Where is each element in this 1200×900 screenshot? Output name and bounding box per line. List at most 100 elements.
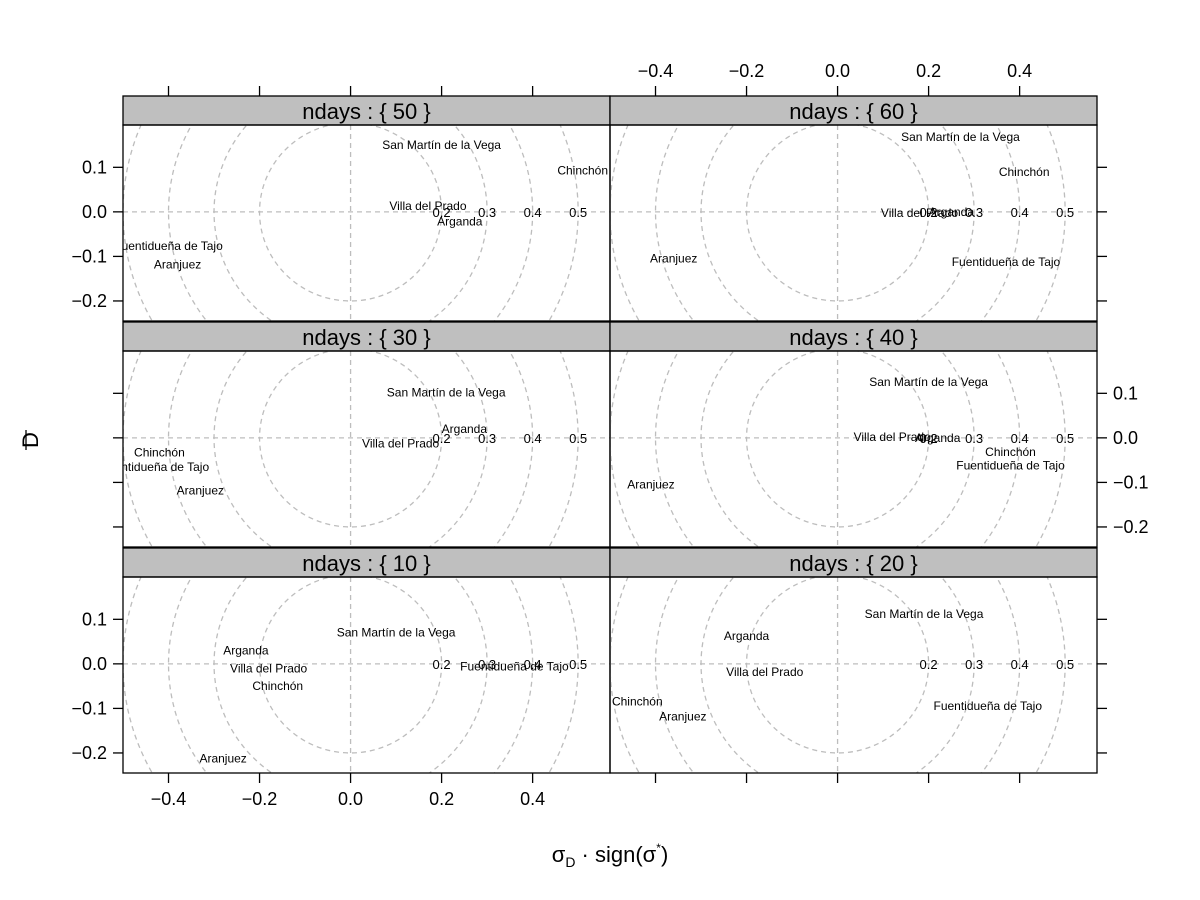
x-axis-title: σD · sign(σ*) — [552, 841, 669, 870]
y-axis-left-row-1: 0.1 0.0 −0.1 −0.2 — [71, 157, 123, 311]
strip-label: ndays : { 40 } — [789, 325, 917, 350]
point-label-san-mart-n-de-la-vega: San Martín de la Vega — [337, 626, 456, 640]
circle-label: 0.3 — [478, 431, 496, 446]
panel-4: 0.2 0.3 0.4 0.5 San Martín de la Vega Arganda… — [122, 547, 611, 774]
reference-circle-0.3 — [213, 125, 488, 321]
x-tick-label: −0.4 — [151, 789, 187, 809]
reference-circle-0.3 — [213, 351, 488, 547]
x-tick-label: 0.4 — [520, 789, 545, 809]
point-label-aranjuez: Aranjuez — [650, 252, 697, 266]
circle-label: 0.5 — [1056, 657, 1074, 672]
panels-layer: 0.2 0.3 0.4 0.5 San Martín de la Vega Chinchó… — [101, 95, 1098, 774]
plot-area: 0.2 0.3 0.4 0.5 San Martín de la Vega Arganda… — [610, 577, 1097, 773]
x-axis-bottom-right — [654, 773, 1021, 783]
point-label-aranjuez: Aranjuez — [199, 752, 246, 766]
plot-area: 0.2 0.3 0.4 0.5 San Martín de la Vega Arganda… — [101, 351, 610, 547]
circle-label: 0.5 — [1056, 205, 1074, 220]
y-tick-label: −0.2 — [71, 291, 107, 311]
y-axis-left-row-2 — [113, 392, 123, 528]
panel-border — [609, 576, 1098, 774]
axes-layer: −0.4 −0.2 0.0 0.2 0.4 −0.4 −0.2 0.0 0.2 0.4 0.1 0.0… — [71, 61, 1148, 809]
point-label-arganda: Arganda — [223, 644, 269, 658]
panel-border — [122, 576, 611, 774]
point-label-villa-del-prado: Villa del Prado — [854, 430, 931, 444]
reference-circle-0.2 — [745, 577, 930, 754]
plot-area: 0.2 0.3 0.4 0.5 San Martín de la Vega Villa d… — [610, 351, 1097, 547]
circle-label: 0.3 — [478, 657, 496, 672]
y-axis-right-row-2: 0.1 0.0 −0.1 −0.2 — [1097, 383, 1149, 537]
reference-circle-0.4 — [167, 351, 534, 547]
point-label-fuentidue-a-de-tajo: Fuentidueña de Tajo — [101, 460, 210, 474]
reference-circle-0.3 — [213, 577, 488, 773]
circle-label: 0.4 — [1011, 657, 1029, 672]
point-label-san-mart-n-de-la-vega: San Martín de la Vega — [869, 375, 988, 389]
x-tick-label: 0.4 — [1007, 61, 1032, 81]
point-label-chinch-n: Chinchón — [999, 165, 1050, 179]
circle-label: 0.4 — [1011, 431, 1029, 446]
strip-background — [609, 321, 1098, 352]
point-label-aranjuez: Aranjuez — [659, 709, 706, 723]
plot-area: 0.2 0.3 0.4 0.5 San Martín de la Vega Chinchó… — [610, 125, 1097, 321]
circle-label: 0.2 — [433, 431, 451, 446]
panel-5: 0.2 0.3 0.4 0.5 San Martín de la Vega Arganda… — [609, 547, 1098, 774]
y-tick-label: 0.0 — [82, 202, 107, 222]
y-tick-label: −0.1 — [71, 698, 107, 718]
reference-circle-0.2 — [745, 351, 930, 528]
point-label-san-mart-n-de-la-vega: San Martín de la Vega — [865, 607, 984, 621]
reference-circle-0.2 — [258, 351, 443, 528]
circle-label: 0.5 — [569, 431, 587, 446]
strip-label: ndays : { 20 } — [789, 551, 917, 576]
reference-circle-0.3 — [700, 577, 975, 773]
point-label-arganda: Arganda — [437, 215, 483, 229]
point-label-villa-del-prado: Villa del Prado — [230, 661, 307, 675]
y-tick-label: 0.1 — [1113, 383, 1138, 403]
panel-1: 0.2 0.3 0.4 0.5 San Martín de la Vega Chinchó… — [609, 95, 1098, 322]
point-label-villa-del-prado: Villa del Prado — [881, 206, 958, 220]
x-tick-label: −0.2 — [729, 61, 765, 81]
circle-label: 0.2 — [920, 431, 938, 446]
point-label-aranjuez: Aranjuez — [177, 483, 224, 497]
point-label-arganda: Arganda — [915, 431, 961, 445]
circle-label: 0.2 — [433, 657, 451, 672]
point-label-arganda: Arganda — [724, 629, 770, 643]
reference-circle-0.4 — [167, 577, 534, 773]
x-tick-label: 0.0 — [338, 789, 363, 809]
reference-circle-0.2 — [258, 125, 443, 302]
circle-label: 0.2 — [920, 205, 938, 220]
strip-background — [122, 321, 611, 352]
circle-label: 0.3 — [965, 431, 983, 446]
y-tick-label: −0.1 — [71, 246, 107, 266]
strip-label: ndays : { 30 } — [302, 325, 430, 350]
y-tick-label: 0.1 — [82, 609, 107, 629]
point-label-aranjuez: Aranjuez — [627, 478, 674, 492]
y-axis-title: D — [18, 432, 43, 448]
circle-label: 0.5 — [569, 657, 587, 672]
panel-border — [609, 350, 1098, 548]
reference-circle-0.5 — [123, 351, 579, 547]
circle-label: 0.2 — [433, 205, 451, 220]
circle-label: 0.2 — [920, 657, 938, 672]
point-label-chinch-n: Chinchón — [612, 695, 663, 709]
reference-circle-0.2 — [745, 125, 930, 302]
y-tick-label: 0.0 — [1113, 428, 1138, 448]
x-tick-label: −0.2 — [242, 789, 278, 809]
point-label-fuentidue-a-de-tajo: Fuentidueña de Tajo — [956, 458, 1065, 472]
x-tick-label: −0.4 — [638, 61, 674, 81]
strip-label: ndays : { 10 } — [302, 551, 430, 576]
circle-label: 0.3 — [965, 205, 983, 220]
panel-2: 0.2 0.3 0.4 0.5 San Martín de la Vega Arganda… — [101, 321, 611, 548]
strip-background — [122, 95, 611, 126]
plot-area: 0.2 0.3 0.4 0.5 San Martín de la Vega Chinchó… — [123, 125, 610, 321]
strip-label: ndays : { 50 } — [302, 99, 430, 124]
point-label-villa-del-prado: Villa del Prado — [389, 199, 466, 213]
y-tick-label: 0.0 — [82, 654, 107, 674]
point-label-arganda: Arganda — [442, 422, 488, 436]
point-label-fuentidue-a-de-tajo: Fuentidueña de Tajo — [952, 255, 1061, 269]
y-axis-left-row-3: 0.1 0.0 −0.1 −0.2 — [71, 609, 123, 763]
circle-label: 0.3 — [965, 657, 983, 672]
reference-circle-0.5 — [123, 125, 579, 321]
point-label-villa-del-prado: Villa del Prado — [726, 665, 803, 679]
reference-circle-0.5 — [123, 577, 579, 773]
y-axis-right-row-3 — [1097, 618, 1107, 754]
x-axis-top-right: −0.4 −0.2 0.0 0.2 0.4 — [638, 61, 1032, 96]
